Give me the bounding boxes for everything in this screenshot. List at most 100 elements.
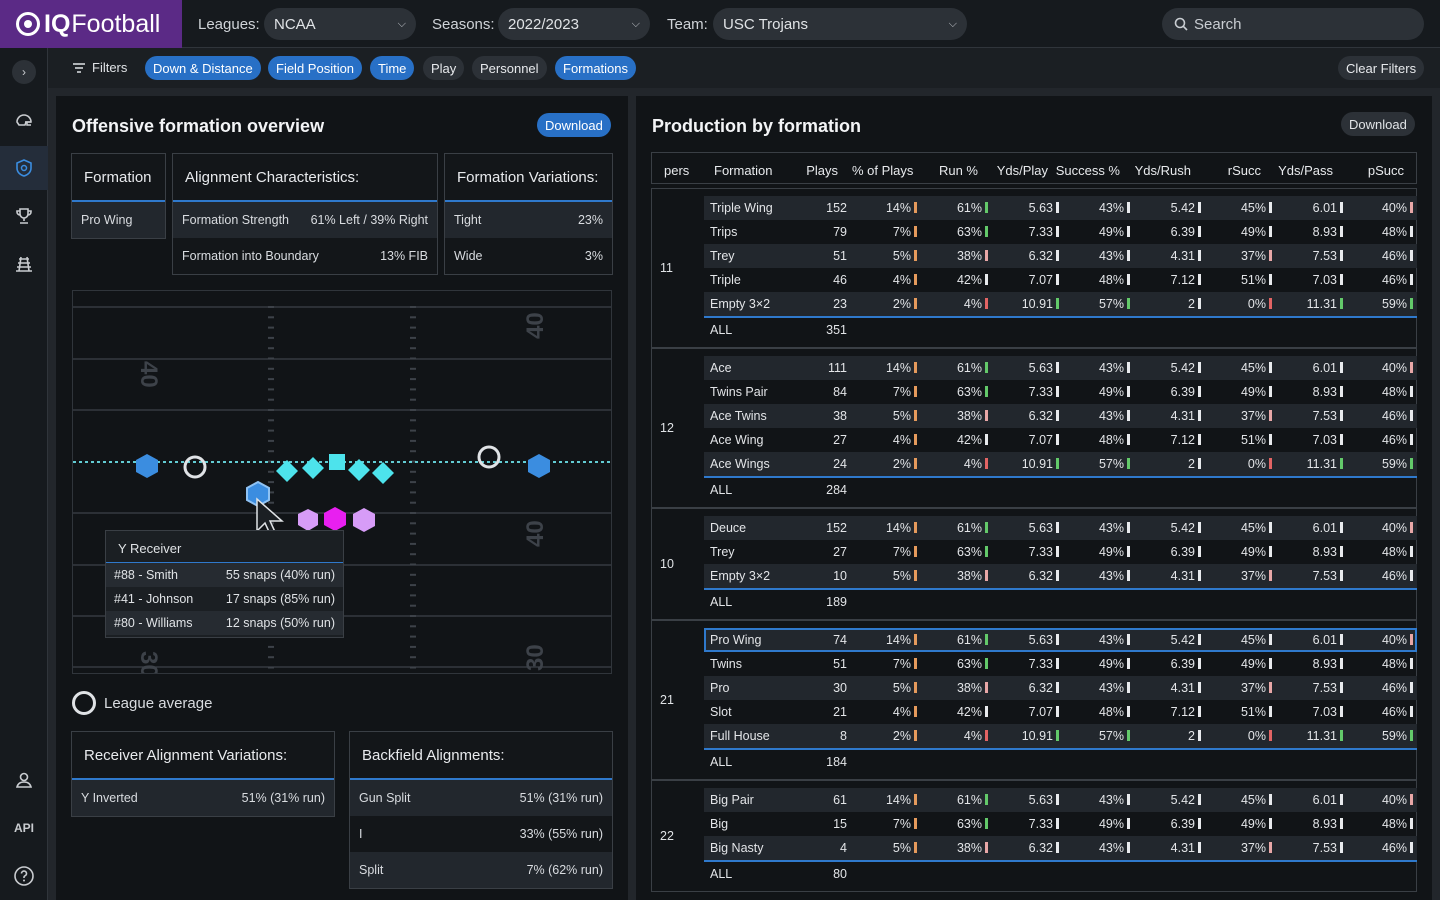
backfield-hex-marker[interactable]: [324, 507, 346, 531]
cell-value: 6.32: [1028, 569, 1053, 583]
cell-value: 48%: [1381, 657, 1407, 671]
backfield-hex-marker[interactable]: [298, 509, 318, 531]
cell-value: 7.53: [1312, 681, 1337, 695]
cell-value: 49%: [1098, 657, 1124, 671]
cell-value: 40%: [1381, 201, 1407, 215]
shield-icon: [16, 159, 32, 177]
cell-value: 6.32: [1028, 249, 1053, 263]
chip-play[interactable]: Play: [423, 56, 465, 80]
cell-value: 14%: [885, 793, 911, 807]
cell-value: 5.63: [1028, 521, 1053, 535]
value-bar: [1056, 410, 1059, 421]
cell-psucc: 48%: [1382, 225, 1413, 239]
cell-ypa: 8.93: [1313, 545, 1343, 559]
cell-value: 0%: [1247, 297, 1266, 311]
receiver-hex-marker[interactable]: [136, 454, 158, 478]
cell-plays: 30: [833, 681, 847, 695]
sidebar-item-account[interactable]: [0, 758, 48, 802]
table-row[interactable]: Big 15 7% 63% 7.33 49% 6.39 49% 8.93 48%: [704, 812, 1417, 836]
cell-ypp: 10.91: [1022, 729, 1059, 743]
overview-download-button[interactable]: Download: [537, 113, 611, 137]
chip-personnel[interactable]: Personnel: [472, 56, 547, 80]
cell-ypa: 7.03: [1313, 705, 1343, 719]
cell-value: 7.33: [1028, 817, 1053, 831]
table-row[interactable]: Empty 3×2 23 2% 4% 10.91 57% 2 0% 11.31 59%: [704, 292, 1417, 316]
clear-filters-button[interactable]: Clear Filters: [1338, 56, 1425, 80]
value-bar: [1127, 522, 1130, 533]
table-row[interactable]: Trey 51 5% 38% 6.32 43% 4.31 37% 7.53 46%: [704, 244, 1417, 268]
value-bar: [1127, 410, 1130, 421]
cell-ypp: 6.32: [1029, 569, 1059, 583]
y-receiver-tooltip: Y Receiver #88 - Smith 55 snaps (40% run)…: [105, 530, 344, 638]
table-row[interactable]: Ace Wings 24 2% 4% 10.91 57% 2 0% 11.31 59%: [704, 452, 1417, 476]
table-row[interactable]: Ace 111 14% 61% 5.63 43% 5.42 45% 6.01 40%: [704, 356, 1417, 380]
table-row[interactable]: Twins Pair 84 7% 63% 7.33 49% 6.39 49% 8.93 48%: [704, 380, 1417, 404]
league-average-legend: League average: [72, 691, 212, 715]
table-row[interactable]: Empty 3×2 10 5% 38% 6.32 43% 4.31 37% 7.53 46%: [704, 564, 1417, 588]
cell-value: 6.32: [1028, 409, 1053, 423]
cell-value: 43%: [1098, 249, 1124, 263]
table-row[interactable]: Trey 27 7% 63% 7.33 49% 6.39 49% 8.93 48%: [704, 540, 1417, 564]
seasons-select[interactable]: 2022/2023 ⌵: [498, 8, 650, 40]
cell-value: 8.93: [1312, 817, 1337, 831]
table-row[interactable]: Ace Wing 27 4% 42% 7.07 48% 7.12 51% 7.03 46%: [704, 428, 1417, 452]
table-row[interactable]: Twins 51 7% 63% 7.33 49% 6.39 49% 8.93 48%: [704, 652, 1417, 676]
table-row[interactable]: Big Pair 61 14% 61% 5.63 43% 5.42 45% 6.01 40%: [704, 788, 1417, 812]
chip-field-position[interactable]: Field Position: [268, 56, 363, 80]
filters-button[interactable]: Filters: [72, 60, 127, 75]
formation-header: Formation: [72, 154, 165, 202]
cell-value: 5.42: [1170, 201, 1195, 215]
value-bar: [1127, 634, 1130, 645]
sidebar-item-offense[interactable]: [0, 146, 48, 190]
sidebar-item-stadium[interactable]: [0, 242, 48, 286]
table-row[interactable]: Triple Wing 152 14% 61% 5.63 43% 5.42 45% 6.01 40…: [704, 196, 1417, 220]
table-row[interactable]: Triple 46 4% 42% 7.07 48% 7.12 51% 7.03 46%: [704, 268, 1417, 292]
cell-ypr: 7.12: [1171, 433, 1201, 447]
table-row[interactable]: Pro 30 5% 38% 6.32 43% 4.31 37% 7.53 46%: [704, 676, 1417, 700]
value-bar: [1269, 362, 1272, 373]
cell-value: 48%: [1381, 817, 1407, 831]
cell-plays: 23: [833, 297, 847, 311]
table-row[interactable]: Ace Twins 38 5% 38% 6.32 43% 4.31 37% 7.53 46%: [704, 404, 1417, 428]
value-bar: [1056, 434, 1059, 445]
cell-value: 8.93: [1312, 545, 1337, 559]
cell-value: 59%: [1381, 297, 1407, 311]
chip-time[interactable]: Time: [370, 56, 415, 80]
table-row[interactable]: Pro Wing 74 14% 61% 5.63 43% 5.42 45% 6.01 40%: [704, 628, 1417, 652]
cell-rsucc: 0%: [1248, 729, 1272, 743]
cell-ypp: 5.63: [1029, 521, 1059, 535]
table-row[interactable]: Deuce 152 14% 61% 5.63 43% 5.42 45% 6.01 40%: [704, 516, 1417, 540]
backfield-hex-marker[interactable]: [353, 508, 375, 532]
sidebar-item-api[interactable]: API: [13, 821, 34, 835]
personnel-label: 12: [660, 421, 674, 435]
formation-name: Ace Wing: [710, 433, 764, 447]
cell-ypa: 11.31: [1307, 729, 1343, 743]
team-select[interactable]: USC Trojans ⌵: [713, 8, 967, 40]
leagues-select[interactable]: NCAA ⌵: [264, 8, 416, 40]
production-download-button[interactable]: Download: [1341, 112, 1415, 136]
cell-value: 40%: [1381, 793, 1407, 807]
table-row[interactable]: Full House 8 2% 4% 10.91 57% 2 0% 11.31 59%: [704, 724, 1417, 748]
sidebar-item-trophy[interactable]: [0, 194, 48, 238]
chip-down-distance[interactable]: Down & Distance: [145, 56, 261, 80]
receiver-hex-marker[interactable]: [528, 454, 550, 478]
lineman-marker: [348, 459, 370, 481]
yard-number: 30: [522, 644, 549, 671]
cell-rsucc: 49%: [1241, 385, 1272, 399]
value-bar: [914, 682, 917, 693]
cell-value: 7%: [892, 225, 911, 239]
formation-name: Big Nasty: [710, 841, 764, 855]
app-logo[interactable]: IQ Football: [0, 0, 182, 48]
table-row[interactable]: Big Nasty 4 5% 38% 6.32 43% 4.31 37% 7.53 46%: [704, 836, 1417, 860]
cell-rsucc: 37%: [1241, 569, 1272, 583]
table-row[interactable]: Trips 79 7% 63% 7.33 49% 6.39 49% 8.93 48%: [704, 220, 1417, 244]
expand-sidebar-button[interactable]: ›: [0, 50, 48, 94]
sidebar-item-helmet[interactable]: [0, 98, 48, 142]
cell-rsucc: 37%: [1241, 249, 1272, 263]
table-row[interactable]: Slot 21 4% 42% 7.07 48% 7.12 51% 7.03 46%: [704, 700, 1417, 724]
sidebar-item-help[interactable]: [0, 854, 48, 898]
search-input[interactable]: Search: [1162, 8, 1424, 40]
cell-value: 4%: [963, 457, 982, 471]
cell-run: 38%: [957, 409, 988, 423]
chip-formations[interactable]: Formations: [555, 56, 637, 80]
